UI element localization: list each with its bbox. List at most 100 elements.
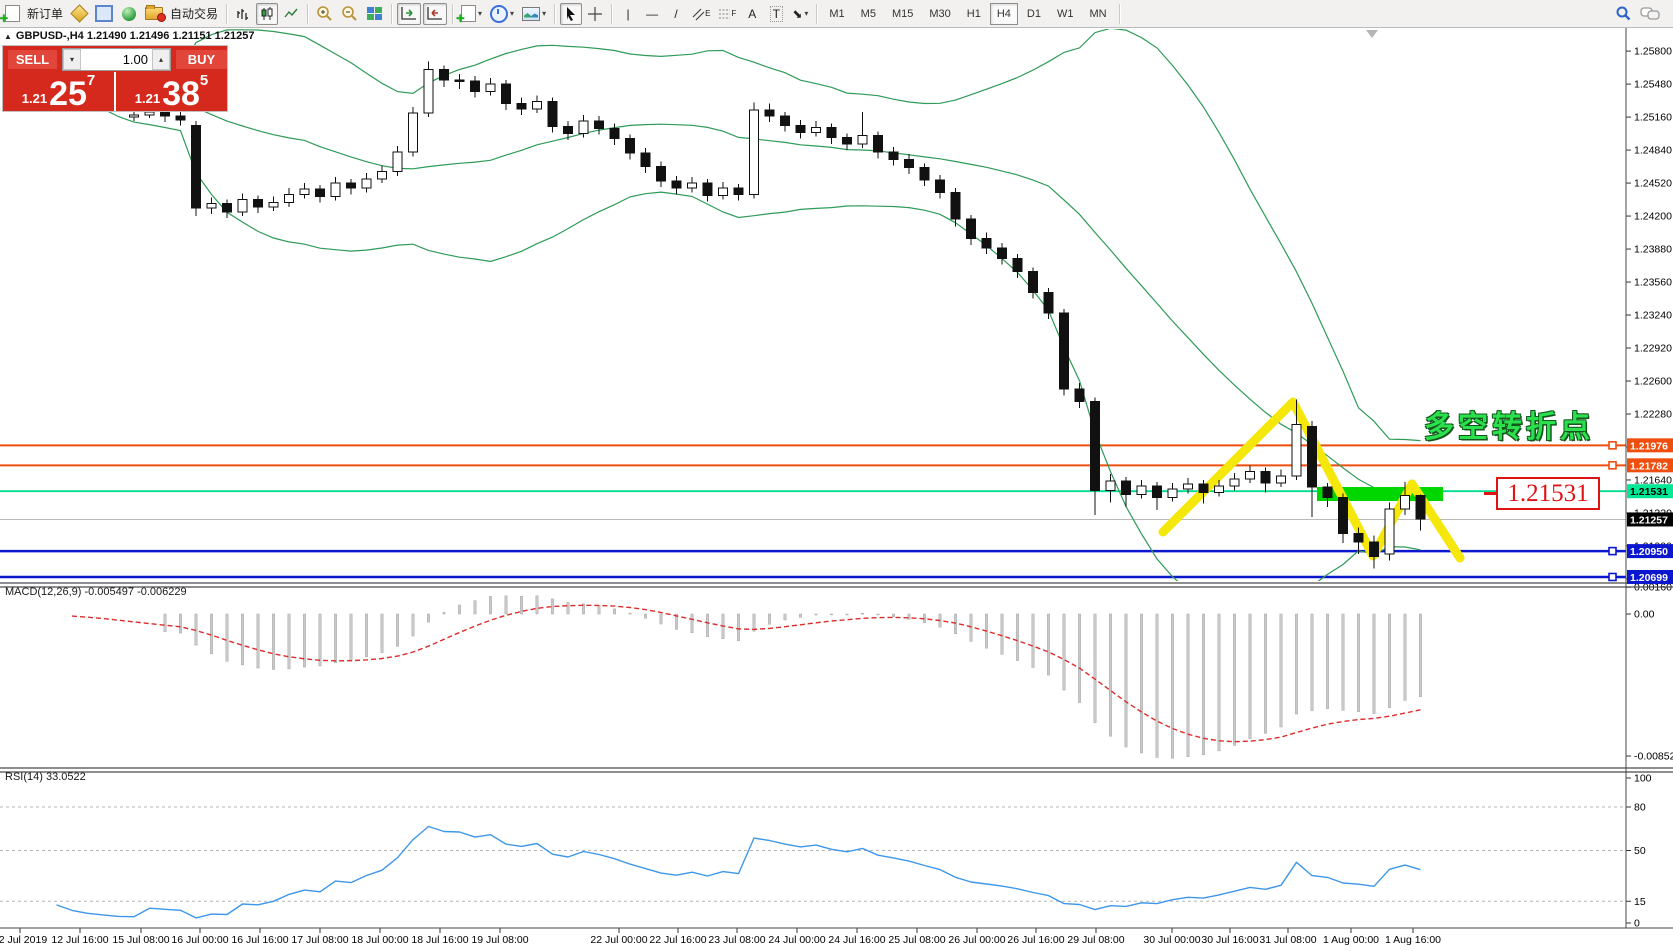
tile-windows-button[interactable] — [363, 3, 386, 25]
price-tick-label: 1.25160 — [1634, 112, 1672, 124]
time-tick-label: 22 Jul 16:00 — [649, 934, 706, 946]
plus-icon: + — [456, 10, 465, 27]
favorites-button[interactable] — [68, 3, 90, 25]
buy-price-big: 38 — [162, 75, 200, 113]
new-order-button[interactable]: + — [0, 3, 23, 26]
turning-point-annotation[interactable]: 多空转折点 — [1424, 411, 1594, 444]
cursor-icon — [567, 6, 576, 21]
price-callout-box[interactable]: 1.21531 — [1496, 477, 1600, 510]
collapse-arrow-icon[interactable]: ▲ — [4, 31, 12, 41]
timeframe-w1[interactable]: W1 — [1056, 7, 1074, 20]
time-tick-label: 23 Jul 08:00 — [708, 934, 765, 946]
price-tick-label: 1.22600 — [1634, 376, 1672, 388]
templates-dropdown[interactable]: ▾ — [519, 3, 549, 25]
buy-price-pip: 5 — [199, 72, 209, 89]
horizontal-line-tool[interactable]: — — [641, 3, 663, 25]
arrow-tool-icon: ⬊ — [792, 6, 803, 21]
trendline-tool[interactable]: / — [665, 3, 687, 25]
line-chart-button[interactable] — [280, 3, 302, 25]
chart-shift-marker — [1366, 30, 1378, 38]
price-tick-label: 1.24200 — [1634, 211, 1672, 223]
axis-price-tag: 1.20950 — [1630, 546, 1668, 558]
timeframe-group: M1 M5 M15 M30 H1 H4 D1 W1 MN — [821, 2, 1114, 25]
timeframe-m30[interactable]: M30 — [929, 7, 951, 20]
auto-scroll-icon — [401, 6, 417, 20]
time-tick-label: 15 Jul 08:00 — [112, 934, 169, 946]
autotrade-label[interactable]: 自动交易 — [170, 7, 219, 21]
time-tick-label: 16 Jul 00:00 — [171, 934, 228, 946]
expert-folder-icon — [145, 5, 167, 22]
price-tick-label: 1.22920 — [1634, 343, 1672, 355]
macd-indicator-label: MACD(12,26,9) -0.005497 -0.006229 — [5, 586, 187, 598]
sell-button[interactable]: SELL — [8, 49, 58, 69]
chevron-down-icon: ▾ — [478, 9, 483, 18]
separator — [391, 3, 393, 24]
chevron-down-icon: ▾ — [542, 9, 547, 18]
buy-button[interactable]: BUY — [176, 49, 227, 69]
macd-tick-label: 0.001607 — [1634, 582, 1673, 594]
vertical-line-tool[interactable]: | — [617, 3, 639, 25]
label-icon: T — [769, 5, 783, 22]
price-tick-label: 1.25480 — [1634, 79, 1672, 91]
timeframe-m1[interactable]: M1 — [829, 7, 845, 20]
periods-dropdown[interactable]: ▾ — [487, 3, 517, 25]
news-button[interactable] — [118, 3, 140, 25]
cursor-tool-button[interactable] — [560, 2, 583, 25]
axis-price-tag: 1.20699 — [1630, 572, 1668, 584]
volume-up-button[interactable]: ▴ — [152, 48, 171, 70]
sell-price-pip: 7 — [86, 72, 96, 89]
price-tick-label: 1.23880 — [1634, 244, 1672, 256]
timeframe-m15[interactable]: M15 — [891, 7, 914, 20]
time-tick-label: 12 Jul 2019 — [0, 934, 47, 946]
time-tick-label: 12 Jul 16:00 — [51, 934, 108, 946]
sell-price-panel[interactable]: 1.21 25 7 — [3, 72, 114, 111]
divider — [114, 72, 116, 111]
candle-chart-button[interactable] — [256, 2, 279, 25]
timeframe-h4[interactable]: H4 — [989, 2, 1018, 25]
timeframe-mn[interactable]: MN — [1089, 7, 1107, 20]
separator — [452, 3, 454, 24]
price-tick-label: 1.23240 — [1634, 310, 1672, 322]
crosshair-tool-button[interactable] — [584, 3, 606, 25]
zoom-in-button[interactable] — [313, 3, 336, 25]
time-tick-label: 16 Jul 16:00 — [231, 934, 288, 946]
template-icon — [522, 6, 541, 21]
autotrade-button[interactable] — [142, 3, 167, 25]
buy-price-panel[interactable]: 1.21 38 5 — [116, 72, 227, 111]
time-tick-label: 30 Jul 16:00 — [1201, 934, 1258, 946]
chart-shift-button[interactable] — [423, 2, 448, 25]
timeframe-h1[interactable]: H1 — [966, 7, 981, 20]
channel-tool[interactable]: E — [689, 3, 713, 25]
volume-down-button[interactable]: ▾ — [63, 48, 82, 70]
diamond-icon — [69, 4, 89, 23]
profile-button[interactable] — [92, 3, 116, 25]
globe-icon — [122, 6, 137, 21]
timeframe-d1[interactable]: D1 — [1026, 7, 1041, 20]
text-tool[interactable]: A — [741, 3, 763, 25]
time-tick-label: 30 Jul 00:00 — [1143, 934, 1200, 946]
candle-chart-icon — [261, 6, 273, 20]
search-button[interactable] — [1612, 3, 1635, 25]
indicators-dropdown[interactable]: + ▾ — [456, 3, 485, 27]
chevron-down-icon: ▾ — [804, 9, 809, 18]
zoom-out-button[interactable] — [338, 3, 361, 25]
record-badge-icon — [157, 13, 167, 22]
crosshair-icon — [588, 6, 603, 21]
time-tick-label: 26 Jul 16:00 — [1007, 934, 1064, 946]
bar-chart-button[interactable] — [232, 3, 254, 25]
new-order-label[interactable]: 新订单 — [27, 7, 64, 21]
rsi-tick-label: 50 — [1634, 845, 1646, 857]
fibonacci-tool[interactable]: F — [715, 3, 739, 25]
volume-input[interactable] — [81, 48, 153, 70]
time-tick-label: 31 Jul 08:00 — [1259, 934, 1316, 946]
sell-price-big: 25 — [49, 75, 87, 113]
rsi-tick-label: 80 — [1634, 802, 1646, 814]
chat-button[interactable] — [1637, 3, 1663, 25]
auto-scroll-button[interactable] — [397, 2, 422, 25]
trendline-icon: / — [674, 6, 678, 21]
timeframe-m5[interactable]: M5 — [860, 7, 876, 20]
text-label-tool[interactable]: T — [765, 3, 787, 25]
time-tick-label: 19 Jul 08:00 — [471, 934, 528, 946]
arrows-dropdown[interactable]: ⬊ ▾ — [789, 3, 811, 25]
